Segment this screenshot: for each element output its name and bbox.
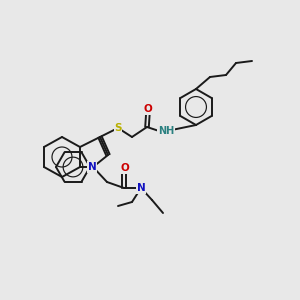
Text: NH: NH (158, 126, 174, 136)
Text: S: S (114, 123, 122, 133)
Text: N: N (136, 183, 146, 193)
Text: O: O (144, 104, 152, 114)
Text: O: O (121, 163, 129, 173)
Text: N: N (88, 162, 96, 172)
